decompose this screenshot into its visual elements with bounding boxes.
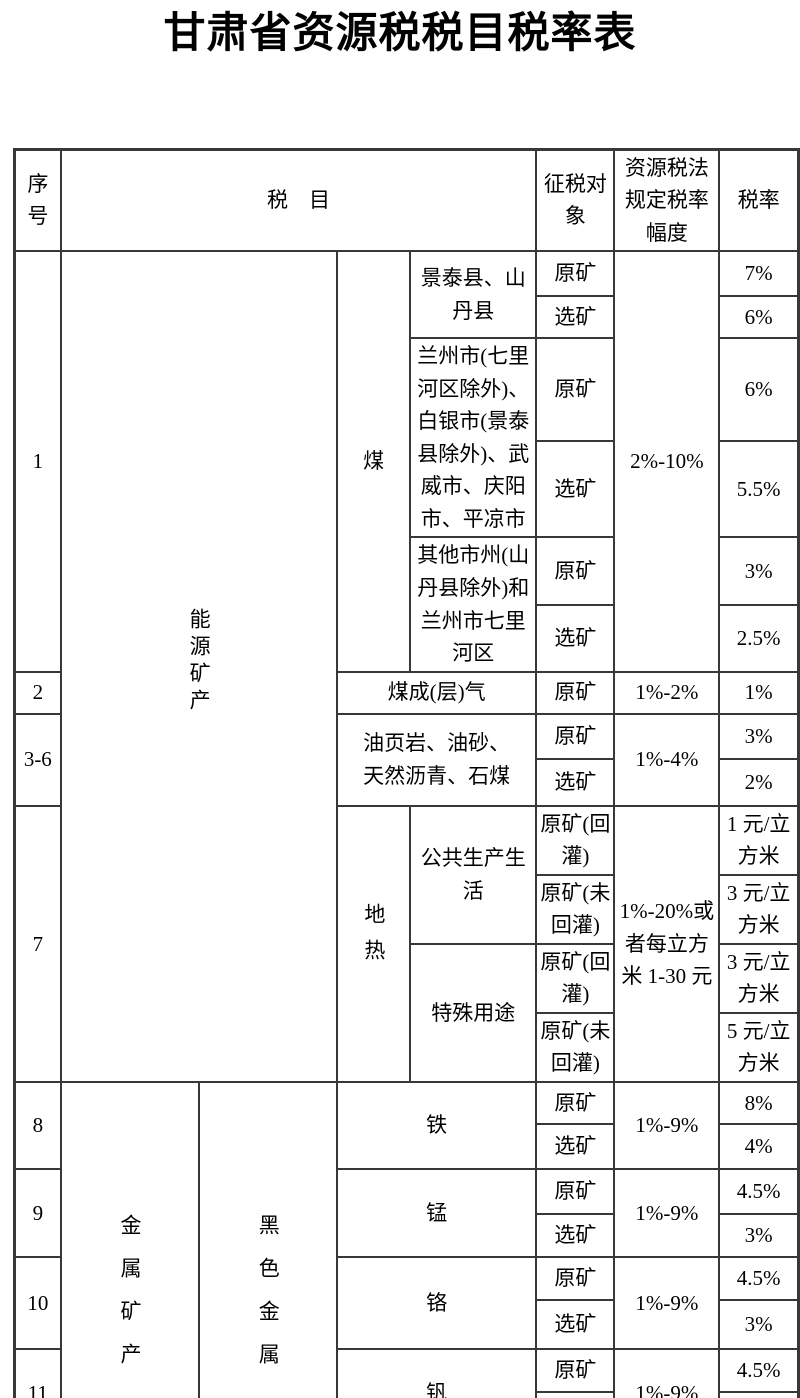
resource-tax-rate-table: 序号 税 目 征税对象 资源税法规定税率幅度 税率 1 能源矿产 煤 景泰县、山…	[13, 148, 800, 1398]
tax-rate-cell: 1%	[719, 672, 798, 714]
tax-rate-cell: 5 元/立方米	[719, 1013, 798, 1082]
rate-range-cell: 2%-10%	[614, 251, 719, 671]
serial-number-cell: 1	[15, 251, 61, 671]
coal-region-label: 其他市州(山丹县除外)和兰州市七里河区	[414, 539, 532, 669]
column-header-tax-rate: 税率	[719, 149, 798, 251]
coal-region-cell: 其他市州(山丹县除外)和兰州市七里河区	[410, 537, 536, 671]
tax-object-cell: 原矿	[536, 714, 614, 759]
tax-rate-cell: 4.5%	[719, 1169, 798, 1214]
tax-rate-cell: 3%	[719, 1214, 798, 1257]
tax-object-cell: 选矿	[536, 759, 614, 806]
category-geothermal-label: 地热	[357, 903, 390, 975]
tax-object-cell: 选矿	[536, 1300, 614, 1349]
tax-object-cell: 选矿	[536, 1392, 614, 1398]
tax-rate-cell: 4%	[719, 1124, 798, 1169]
tax-object-cell: 原矿	[536, 251, 614, 296]
rate-range-cell: 1%-4%	[614, 714, 719, 806]
tax-rate-cell: 2%	[719, 759, 798, 806]
tax-item-label: 油页岩、油砂、天然沥青、石煤	[357, 727, 517, 792]
rate-range-cell: 1%-9%	[614, 1169, 719, 1257]
tax-object-cell: 选矿	[536, 441, 614, 538]
tax-rate-cell: 2.5%	[719, 605, 798, 672]
page-title: 甘肃省资源税税目税率表	[0, 8, 800, 61]
tax-object-cell: 原矿(回灌)	[536, 806, 614, 875]
table-row: 1 能源矿产 煤 景泰县、山丹县 原矿 2%-10% 7%	[15, 251, 799, 296]
tax-rate-cell: 7%	[719, 251, 798, 296]
column-header-rate-range: 资源税法规定税率幅度	[614, 149, 719, 251]
tax-item-cell: 煤成(层)气	[337, 672, 536, 714]
serial-number-cell: 2	[15, 672, 61, 714]
tax-object-cell: 原矿	[536, 338, 614, 440]
tax-object-cell: 原矿	[536, 537, 614, 604]
geothermal-use-cell: 特殊用途	[410, 944, 536, 1082]
tax-rate-cell: 1 元/立方米	[719, 806, 798, 875]
table-row: 8 金属矿产 黑色金属 铁 原矿 1%-9% 8%	[15, 1082, 799, 1124]
tax-object-cell: 原矿	[536, 1082, 614, 1124]
tax-rate-cell: 4.5%	[719, 1349, 798, 1392]
serial-number-cell: 7	[15, 806, 61, 1082]
serial-number-cell: 11	[15, 1349, 61, 1398]
tax-item-cell: 铬	[337, 1257, 536, 1349]
coal-region-cell: 景泰县、山丹县	[410, 251, 536, 338]
tax-item-cell: 油页岩、油砂、天然沥青、石煤	[337, 714, 536, 806]
tax-rate-cell: 6%	[719, 296, 798, 338]
tax-object-cell: 选矿	[536, 1124, 614, 1169]
tax-rate-cell: 4.5%	[719, 1257, 798, 1300]
tax-rate-cell: 3 元/立方米	[719, 875, 798, 944]
column-header-serial: 序号	[15, 149, 61, 251]
geothermal-use-cell: 公共生产生活	[410, 806, 536, 944]
rate-range-cell: 1%-9%	[614, 1349, 719, 1398]
rate-range-cell: 1%-9%	[614, 1082, 719, 1169]
tax-object-cell: 原矿(回灌)	[536, 944, 614, 1013]
category-geothermal-cell: 地热	[337, 806, 410, 1082]
tax-object-cell: 选矿	[536, 1214, 614, 1257]
category-metal-minerals-label: 金属矿产	[113, 1214, 146, 1386]
category-ferrous-metal-cell: 黑色金属	[199, 1082, 337, 1398]
tax-rate-cell: 3%	[719, 1392, 798, 1398]
serial-number-cell: 10	[15, 1257, 61, 1349]
rate-range-cell: 1%-20%或者每立方米 1-30 元	[614, 806, 719, 1082]
serial-number-cell: 3-6	[15, 714, 61, 806]
tax-object-cell: 原矿(未回灌)	[536, 875, 614, 944]
category-energy-minerals-label: 能源矿产	[183, 608, 216, 716]
serial-number-cell: 8	[15, 1082, 61, 1169]
serial-number-cell: 9	[15, 1169, 61, 1257]
rate-range-cell: 1%-9%	[614, 1257, 719, 1349]
tax-object-cell: 选矿	[536, 296, 614, 338]
tax-rate-cell: 3%	[719, 537, 798, 604]
category-energy-minerals-cell: 能源矿产	[61, 251, 337, 1082]
tax-item-cell: 铁	[337, 1082, 536, 1169]
tax-item-cell: 锰	[337, 1169, 536, 1257]
coal-region-label: 兰州市(七里河区除外)、白银市(景泰县除外)、武威市、庆阳市、平凉市	[414, 340, 532, 535]
tax-object-cell: 原矿(未回灌)	[536, 1013, 614, 1082]
tax-object-cell: 原矿	[536, 1349, 614, 1392]
column-header-tax-object: 征税对象	[536, 149, 614, 251]
rate-range-cell: 1%-2%	[614, 672, 719, 714]
header-row: 序号 税 目 征税对象 资源税法规定税率幅度 税率	[15, 149, 799, 251]
tax-rate-cell: 6%	[719, 338, 798, 440]
tax-object-cell: 原矿	[536, 1169, 614, 1214]
tax-rate-cell: 5.5%	[719, 441, 798, 538]
tax-rate-cell: 3%	[719, 1300, 798, 1349]
tax-object-cell: 原矿	[536, 1257, 614, 1300]
tax-rate-cell: 3 元/立方米	[719, 944, 798, 1013]
column-header-tax-item: 税 目	[61, 149, 537, 251]
tax-rate-cell: 3%	[719, 714, 798, 759]
tax-object-cell: 选矿	[536, 605, 614, 672]
category-coal-cell: 煤	[337, 251, 410, 671]
tax-object-cell: 原矿	[536, 672, 614, 714]
category-ferrous-metal-label: 黑色金属	[252, 1214, 285, 1386]
tax-rate-cell: 8%	[719, 1082, 798, 1124]
coal-region-cell: 兰州市(七里河区除外)、白银市(景泰县除外)、武威市、庆阳市、平凉市	[410, 338, 536, 537]
tax-item-cell: 钒	[337, 1349, 536, 1398]
category-metal-minerals-cell: 金属矿产	[61, 1082, 199, 1398]
